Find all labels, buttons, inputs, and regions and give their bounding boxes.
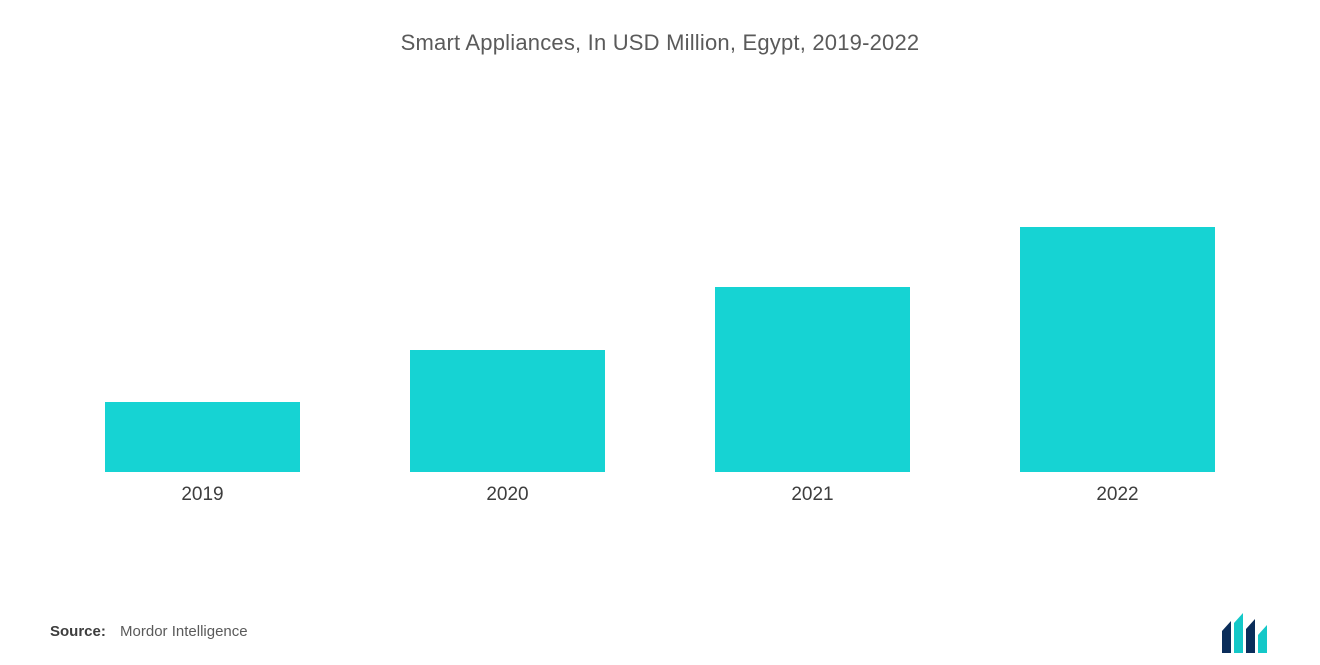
chart-container: Smart Appliances, In USD Million, Egypt,…: [0, 0, 1320, 665]
bar-slot-2020: 2020: [355, 76, 660, 506]
chart-title: Smart Appliances, In USD Million, Egypt,…: [50, 30, 1270, 56]
logo-bar-1: [1222, 621, 1231, 653]
logo-bar-2: [1234, 613, 1243, 653]
bars-row: 2019 2020 2021 2022: [50, 76, 1270, 506]
bar-slot-2021: 2021: [660, 76, 965, 506]
bar-2019: [105, 402, 300, 472]
source-label: Source:: [50, 623, 106, 640]
logo-bar-4: [1258, 625, 1267, 653]
x-label-2021: 2021: [791, 484, 833, 506]
source-value: Mordor Intelligence: [120, 623, 248, 640]
x-label-2020: 2020: [486, 484, 528, 506]
bar-2021: [715, 287, 910, 472]
bar-slot-2022: 2022: [965, 76, 1270, 506]
x-label-2022: 2022: [1096, 484, 1138, 506]
bar-2022: [1020, 227, 1215, 472]
mordor-logo-icon: [1220, 613, 1275, 653]
plot-area: 2019 2020 2021 2022: [50, 76, 1270, 546]
bar-2020: [410, 350, 605, 472]
source-attribution: Source: Mordor Intelligence: [50, 623, 248, 640]
bar-slot-2019: 2019: [50, 76, 355, 506]
x-label-2019: 2019: [181, 484, 223, 506]
logo-bar-3: [1246, 619, 1255, 653]
